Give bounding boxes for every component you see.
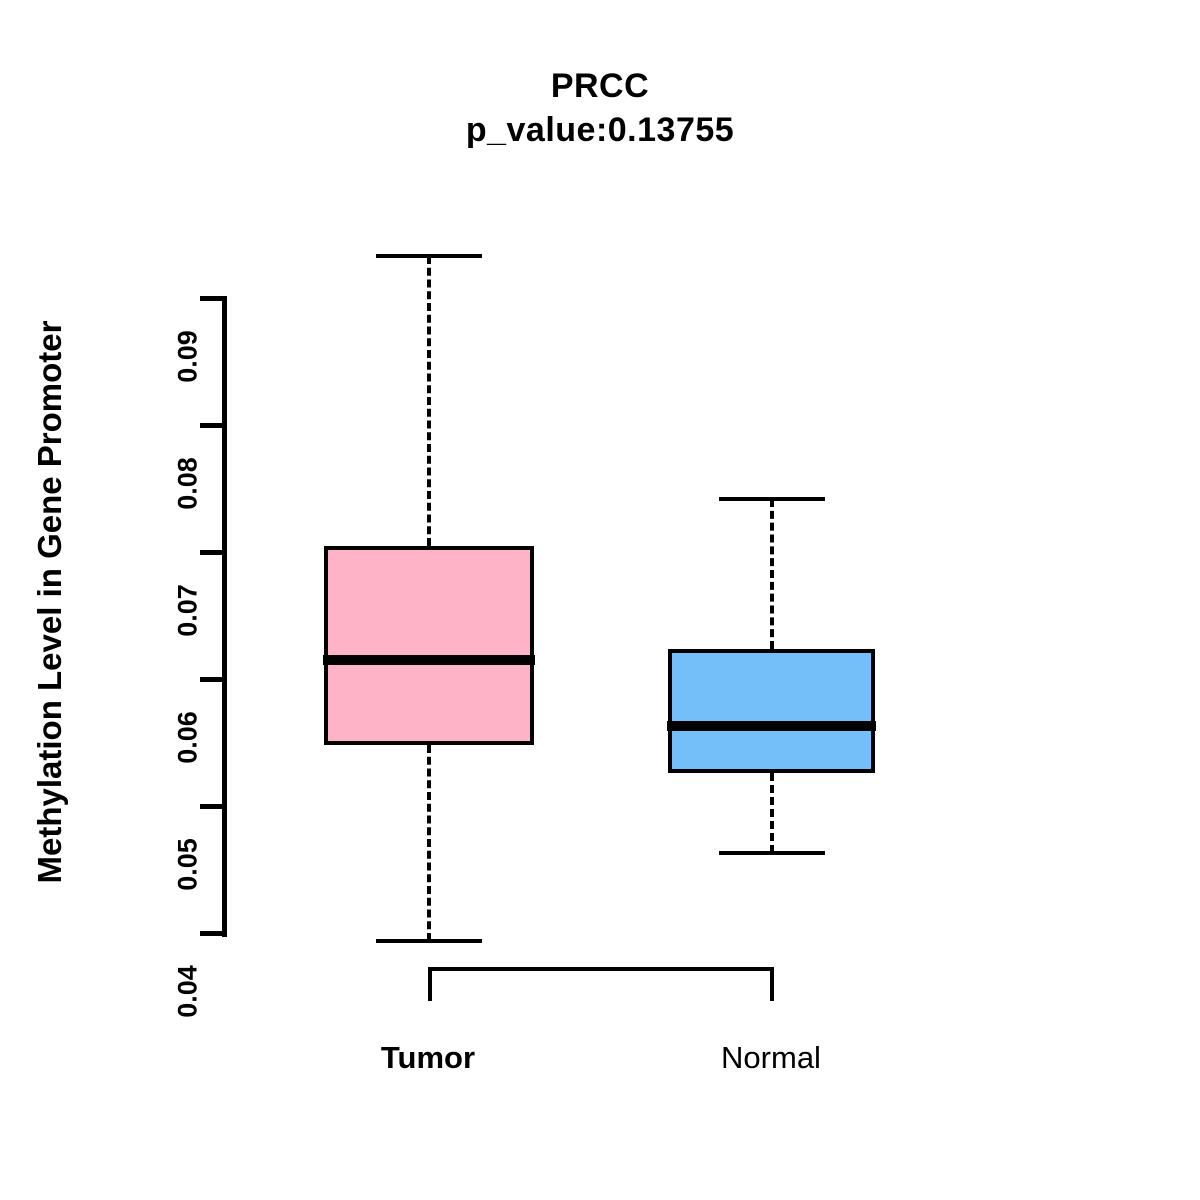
- whisker-lower-normal: [769, 772, 774, 853]
- y-axis-tick: [200, 931, 227, 936]
- box-tumor: [324, 545, 534, 746]
- title-block: PRCC p_value:0.13755: [0, 64, 1200, 152]
- y-axis-tick: [200, 423, 227, 428]
- comparison-bracket-top: [428, 967, 774, 971]
- box-normal: [668, 648, 875, 773]
- y-axis-tick-label: 0.04: [172, 965, 203, 1018]
- whisker-upper-tumor: [427, 256, 431, 546]
- y-axis-tick: [200, 550, 227, 555]
- whisker-cap-upper-tumor: [376, 254, 482, 259]
- comparison-bracket-right-arm: [770, 967, 774, 1001]
- y-axis-line: [222, 296, 227, 937]
- x-axis-label-normal: Normal: [721, 1040, 821, 1075]
- chart-title: PRCC: [550, 67, 650, 105]
- y-axis-tick-label: 0.09: [172, 330, 203, 383]
- y-axis-tick: [200, 677, 227, 682]
- y-axis-tick: [200, 296, 227, 301]
- x-axis-label-tumor: Tumor: [380, 1040, 476, 1075]
- y-axis-title: Methylation Level in Gene Promoter: [31, 320, 68, 884]
- whisker-cap-lower-normal: [718, 850, 825, 855]
- y-axis-tick-label: 0.08: [172, 457, 203, 510]
- whisker-cap-lower-tumor: [376, 938, 482, 943]
- y-axis-tick-label: 0.07: [172, 584, 203, 637]
- y-axis-tick-label: 0.06: [172, 711, 203, 764]
- whisker-cap-upper-normal: [718, 496, 825, 501]
- median-line-tumor: [323, 654, 535, 665]
- y-axis-tick-label: 0.05: [172, 838, 203, 891]
- y-axis-tick: [200, 804, 227, 809]
- whisker-upper-normal: [769, 498, 774, 649]
- median-line-normal: [667, 720, 876, 731]
- comparison-bracket-left-arm: [428, 967, 432, 1001]
- whisker-lower-tumor: [427, 745, 431, 941]
- chart-subtitle-pvalue: p_value:0.13755: [465, 111, 735, 149]
